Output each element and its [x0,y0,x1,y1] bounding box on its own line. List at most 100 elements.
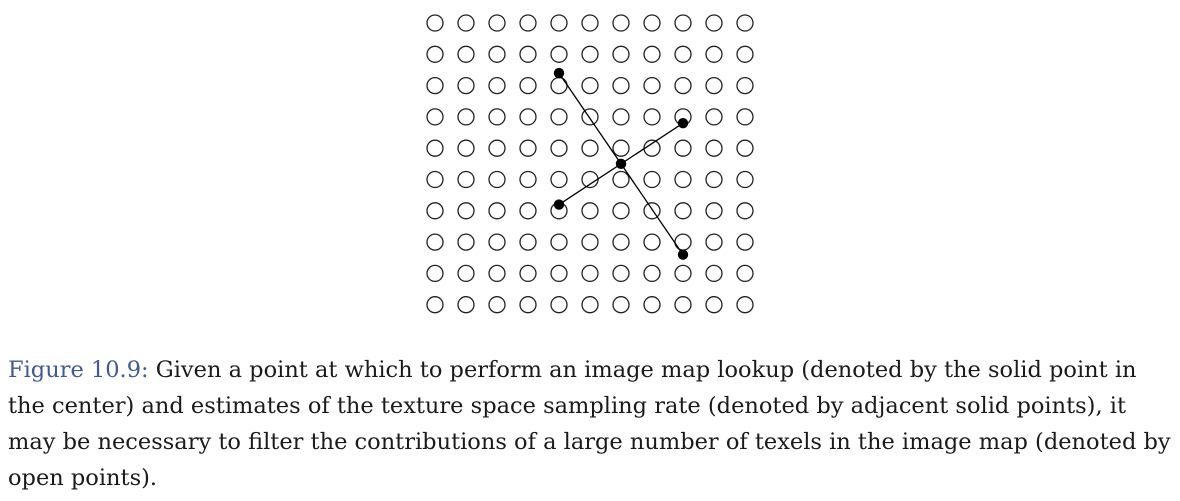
texel-open-point [488,14,506,32]
texel-open-point [705,264,723,283]
texel-open-point [612,139,630,157]
texel-open-point [550,170,568,189]
texel-open-point [426,45,444,63]
texel-open-point [674,233,692,251]
texel-open-point [457,108,475,126]
texel-open-point [705,170,723,189]
texel-open-point [457,139,475,157]
texel-open-point [550,108,568,126]
texel-open-point [488,202,506,220]
texel-open-point [581,45,599,63]
texel-open-point [612,14,630,32]
adjacent-solid-point [677,117,689,129]
texel-open-point [705,108,723,126]
texel-open-point [426,14,444,32]
texel-open-point [488,264,506,283]
texel-open-point [612,170,630,189]
texel-open-point [643,233,661,251]
texel-open-point [643,76,661,95]
texel-open-point [519,233,537,251]
texel-open-point [736,233,754,251]
texel-open-point [674,264,692,283]
texel-open-point [457,14,475,32]
texel-open-point [550,76,568,95]
texel-open-point [736,139,754,157]
texel-open-point [426,139,444,157]
texel-open-point [736,108,754,126]
texel-open-point [736,45,754,63]
texel-open-point [643,202,661,220]
texel-open-point [488,139,506,157]
texel-open-point [488,170,506,189]
texel-open-point [643,14,661,32]
texel-open-point [581,264,599,283]
texel-open-point [488,233,506,251]
texel-open-point [426,233,444,251]
texel-open-point [643,108,661,126]
texel-open-point [457,264,475,283]
texel-open-point [674,76,692,95]
texel-open-point [519,296,537,314]
texel-open-point [550,264,568,283]
texel-open-point [643,264,661,283]
figure-caption: Figure 10.9: Given a point at which to p… [8,352,1173,496]
texel-open-point [705,296,723,314]
texel-open-point [581,170,599,189]
texel-open-point [550,139,568,157]
texel-open-point [736,202,754,220]
texel-open-point [581,76,599,95]
adjacent-solid-point [677,249,689,260]
texel-open-point [519,202,537,220]
texel-open-point [519,264,537,283]
texel-open-point [674,139,692,157]
texel-open-point [457,233,475,251]
texel-open-point [736,14,754,32]
texel-open-point [612,45,630,63]
texel-open-point [612,202,630,220]
texel-open-point [550,233,568,251]
texel-open-point [550,14,568,32]
texel-open-point [705,139,723,157]
texel-open-point [705,233,723,251]
texel-open-point [519,45,537,63]
texel-open-point [550,296,568,314]
texel-open-point [519,76,537,95]
texel-open-point [457,296,475,314]
texel-open-point [674,202,692,220]
texel-open-point [581,233,599,251]
texel-open-point [612,264,630,283]
texel-open-point [674,296,692,314]
texel-open-point [612,76,630,95]
texel-open-point [426,264,444,283]
texel-open-point [643,170,661,189]
texel-open-point [519,14,537,32]
texel-open-point [550,45,568,63]
figure-label[interactable]: Figure 10.9: [8,357,149,383]
texel-open-point [488,76,506,95]
texel-open-point [705,202,723,220]
texel-open-point [457,170,475,189]
texel-open-point [736,76,754,95]
texel-open-point [426,202,444,220]
texel-open-point [581,296,599,314]
texel-open-point [705,14,723,32]
texel-open-point [736,264,754,283]
texel-open-point [643,139,661,157]
texel-open-point [488,45,506,63]
texel-open-point [426,76,444,95]
center-lookup-point [615,158,627,170]
adjacent-solid-point [553,67,565,79]
texel-grid-figure [426,14,754,314]
texel-grid [426,14,754,314]
texel-open-point [612,233,630,251]
solid-points [553,67,689,260]
texel-open-point [674,14,692,32]
texel-open-point [612,108,630,126]
texel-open-point [457,76,475,95]
texel-open-point [674,45,692,63]
texel-open-point [581,108,599,126]
texel-open-point [581,14,599,32]
texel-open-point [643,296,661,314]
texel-open-point [426,296,444,314]
texel-open-point [519,170,537,189]
